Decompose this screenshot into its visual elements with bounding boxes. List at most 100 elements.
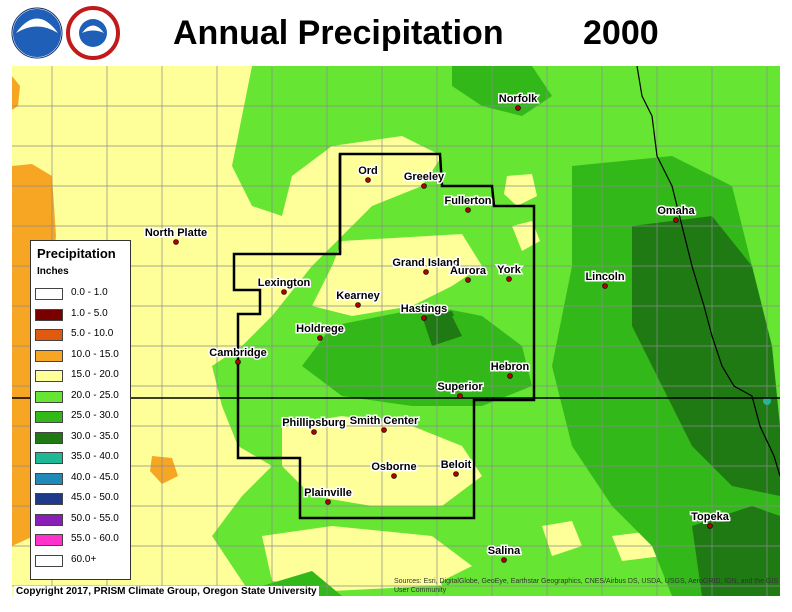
city-dot	[423, 269, 429, 275]
legend-swatch	[35, 452, 63, 464]
map-title: Annual Precipitation	[173, 14, 504, 52]
legend-swatch	[35, 349, 63, 362]
legend-swatch	[35, 390, 63, 403]
green-region-25-30	[452, 66, 552, 116]
legend: Precipitation Inches 0.0 - 1.0 1.0 - 5.0 5…	[30, 240, 131, 580]
city-label: Holdrege	[296, 323, 344, 335]
legend-swatch	[35, 411, 63, 423]
city-label: Topeka	[691, 511, 730, 523]
legend-item: 30.0 - 35.0	[35, 431, 129, 446]
city-dot	[707, 523, 713, 529]
city-label: Ord	[358, 165, 378, 177]
legend-label: 45.0 - 50.0	[71, 492, 119, 503]
city-label: Lexington	[258, 277, 311, 289]
city-dot	[311, 429, 317, 435]
legend-item: 50.0 - 55.0	[35, 513, 129, 528]
city-dot	[465, 207, 471, 213]
city-label: Hebron	[491, 361, 530, 373]
legend-label: 30.0 - 35.0	[71, 430, 119, 442]
legend-label: 20.0 - 25.0	[71, 389, 119, 401]
legend-label: 40.0 - 45.0	[71, 471, 119, 483]
city-dot	[381, 427, 387, 433]
legend-item: 5.0 - 10.0	[35, 328, 129, 343]
legend-label: 55.0 - 60.0	[71, 533, 119, 544]
city-dot	[421, 183, 427, 189]
city-label: Aurora	[450, 265, 487, 277]
city-dot	[235, 359, 241, 365]
city-label: Plainville	[304, 487, 352, 499]
city-dot	[453, 471, 459, 477]
city-dot	[317, 335, 323, 341]
legend-item: 25.0 - 30.0	[35, 410, 129, 425]
nws-logo	[66, 6, 120, 60]
city-dot	[501, 557, 507, 563]
header: Annual Precipitation 2000	[0, 0, 792, 66]
noaa-logo	[11, 7, 63, 59]
city-label: Hastings	[401, 303, 447, 315]
legend-label: 10.0 - 15.0	[71, 348, 119, 360]
city-label: Osborne	[371, 461, 416, 473]
city-dot	[506, 276, 512, 282]
city-dot	[673, 217, 679, 223]
city-dot	[281, 289, 287, 295]
legend-swatch	[35, 534, 63, 546]
legend-item: 0.0 - 1.0	[35, 287, 129, 302]
legend-item: 15.0 - 20.0	[35, 369, 129, 384]
legend-item: 45.0 - 50.0	[35, 492, 129, 507]
city-label: Lincoln	[585, 271, 624, 283]
legend-label: 50.0 - 55.0	[71, 512, 119, 524]
city-label: Superior	[437, 381, 483, 393]
legend-item: 35.0 - 40.0	[35, 451, 129, 466]
legend-swatch	[35, 513, 63, 526]
legend-label: 15.0 - 20.0	[71, 369, 119, 380]
legend-swatch	[35, 370, 63, 382]
city-dot	[421, 315, 427, 321]
legend-units: Inches	[37, 266, 69, 277]
legend-label: 1.0 - 5.0	[71, 307, 108, 319]
city-label: Salina	[488, 545, 521, 557]
city-label: North Platte	[145, 227, 207, 239]
legend-label: 25.0 - 30.0	[71, 410, 119, 421]
legend-swatch	[35, 308, 63, 321]
city-label: Kearney	[336, 290, 380, 302]
city-dot	[602, 283, 608, 289]
legend-item: 10.0 - 15.0	[35, 349, 129, 364]
city-dot	[325, 499, 331, 505]
river-boundary	[636, 66, 780, 477]
legend-swatch	[35, 493, 63, 505]
city-label: Beloit	[441, 459, 472, 471]
city-dot	[515, 105, 521, 111]
legend-label: 35.0 - 40.0	[71, 451, 119, 462]
legend-swatch	[35, 288, 63, 300]
city-label: Grand Island	[392, 257, 459, 269]
city-dot	[365, 177, 371, 183]
legend-label: 60.0+	[71, 553, 97, 565]
legend-label: 5.0 - 10.0	[71, 328, 114, 339]
legend-label: 0.0 - 1.0	[71, 287, 108, 298]
legend-swatch	[35, 554, 63, 567]
city-dot	[173, 239, 179, 245]
city-dot	[507, 373, 513, 379]
city-dot	[391, 473, 397, 479]
legend-item: 40.0 - 45.0	[35, 472, 129, 487]
city-label: Cambridge	[209, 347, 266, 359]
city-label: Norfolk	[499, 93, 538, 105]
legend-swatch	[35, 431, 63, 444]
city-dot	[355, 302, 361, 308]
city-label: Greeley	[404, 171, 445, 183]
city-dot	[457, 393, 463, 399]
city-label: Omaha	[657, 205, 695, 217]
legend-item: 55.0 - 60.0	[35, 533, 129, 548]
city-dot	[465, 277, 471, 283]
legend-title: Precipitation	[37, 246, 116, 261]
legend-item: 1.0 - 5.0	[35, 308, 129, 323]
legend-swatch	[35, 472, 63, 485]
city-markers: Norfolk Ord Greeley Fullerton North Platte Om…	[143, 92, 731, 563]
copyright-text: Copyright 2017, PRISM Climate Group, Ore…	[14, 586, 319, 597]
city-label: Phillipsburg	[282, 417, 346, 429]
legend-item: 60.0+	[35, 554, 129, 569]
map-year: 2000	[583, 14, 659, 52]
forecast-area-outline	[232, 152, 536, 520]
credits-text: Sources: Esri, DigitalGlobe, GeoEye, Ear…	[394, 578, 778, 594]
city-label: Fullerton	[444, 195, 491, 207]
